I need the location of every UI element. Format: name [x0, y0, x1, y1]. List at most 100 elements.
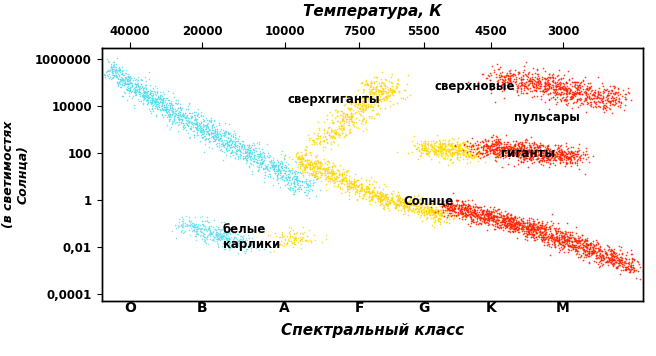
Point: [463, 197, 474, 202]
Point: [273, 167, 283, 173]
Point: [511, 221, 522, 226]
Point: [344, 177, 354, 183]
Point: [565, 96, 575, 102]
Point: [352, 87, 363, 93]
Point: [466, 143, 476, 149]
Point: [369, 115, 379, 121]
Point: [212, 128, 222, 134]
Point: [538, 236, 548, 241]
Point: [474, 220, 485, 226]
Point: [522, 221, 533, 226]
Point: [516, 144, 526, 150]
Point: [285, 185, 295, 190]
Point: [203, 120, 213, 125]
Point: [446, 210, 457, 216]
Point: [435, 203, 445, 209]
Point: [268, 163, 279, 169]
Point: [213, 241, 223, 247]
Point: [446, 206, 457, 212]
Point: [153, 104, 163, 109]
Point: [322, 129, 333, 135]
Point: [297, 160, 308, 166]
Point: [218, 137, 229, 143]
Point: [528, 151, 539, 156]
Point: [200, 234, 211, 240]
Point: [561, 90, 571, 96]
Point: [518, 159, 528, 164]
Point: [300, 237, 311, 242]
Point: [269, 166, 279, 172]
Point: [235, 140, 245, 146]
Point: [290, 174, 300, 179]
Point: [543, 239, 554, 245]
Point: [159, 106, 170, 112]
Point: [200, 224, 211, 229]
Point: [221, 137, 232, 143]
Point: [203, 241, 214, 246]
Point: [483, 214, 493, 219]
Point: [113, 83, 124, 89]
Point: [121, 75, 131, 80]
Point: [230, 231, 240, 236]
Point: [428, 145, 439, 151]
Point: [287, 170, 298, 176]
Point: [552, 91, 563, 97]
Point: [222, 237, 233, 243]
Point: [122, 76, 133, 82]
Point: [204, 139, 215, 145]
Point: [529, 237, 540, 243]
Point: [579, 242, 590, 248]
Point: [197, 135, 207, 140]
Point: [145, 91, 155, 96]
Point: [272, 159, 283, 165]
Point: [523, 82, 533, 88]
Point: [133, 83, 143, 89]
Point: [325, 141, 336, 147]
Point: [138, 95, 149, 101]
Point: [559, 156, 569, 161]
Point: [600, 105, 611, 111]
Point: [514, 222, 524, 228]
Point: [187, 110, 197, 116]
Point: [287, 180, 298, 185]
Point: [335, 178, 346, 183]
Point: [514, 69, 525, 75]
Point: [501, 73, 512, 78]
Point: [176, 114, 186, 119]
Point: [542, 234, 552, 240]
Point: [264, 171, 275, 177]
Point: [535, 141, 546, 146]
Point: [255, 148, 265, 153]
Point: [554, 154, 565, 160]
Point: [259, 169, 270, 175]
Point: [562, 160, 572, 166]
Point: [626, 259, 637, 265]
Point: [556, 157, 567, 162]
Point: [502, 220, 513, 226]
Point: [588, 244, 599, 249]
Point: [316, 179, 326, 184]
Point: [565, 149, 576, 155]
Point: [574, 80, 584, 86]
Point: [133, 86, 144, 92]
Point: [344, 184, 354, 190]
Point: [575, 95, 585, 101]
Point: [224, 140, 235, 145]
Point: [529, 147, 540, 153]
Point: [583, 260, 594, 265]
Point: [129, 84, 140, 90]
Point: [238, 248, 249, 254]
Point: [432, 148, 443, 153]
Point: [546, 244, 556, 250]
Point: [310, 173, 320, 178]
Point: [129, 87, 140, 93]
Point: [314, 160, 325, 166]
Point: [462, 143, 472, 148]
Point: [125, 85, 135, 91]
Point: [504, 78, 514, 83]
Point: [535, 85, 545, 90]
Point: [577, 245, 587, 251]
Point: [197, 229, 207, 235]
Point: [505, 219, 516, 224]
Point: [261, 166, 272, 172]
